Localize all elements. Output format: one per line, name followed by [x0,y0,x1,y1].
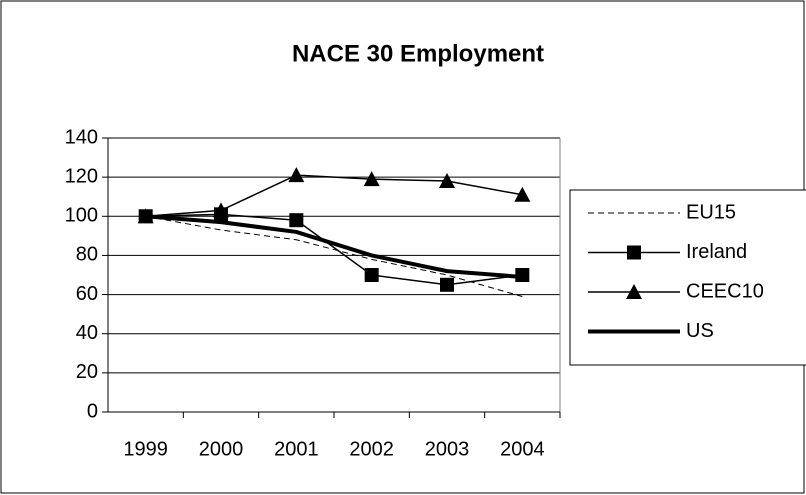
x-tick-label: 2003 [425,438,470,460]
y-tick-label: 100 [65,205,98,227]
y-tick-label: 20 [76,361,98,383]
y-tick-label: 40 [76,322,98,344]
x-tick-label: 2001 [274,438,319,460]
marker-triangle [137,208,154,224]
y-tick-label: 120 [65,165,98,187]
marker-triangle [288,167,305,183]
marker-square [627,245,641,260]
x-tick-label: 2004 [500,438,545,460]
legend-label: CEEC10 [686,280,764,302]
marker-triangle [439,173,455,189]
chart-title: NACE 30 Employment [292,40,544,67]
series-line [145,215,523,298]
marker-triangle [213,202,229,218]
series-line [145,213,523,286]
y-tick-label: 80 [76,244,98,266]
x-tick-label: 2000 [199,438,244,460]
legend-label: US [686,320,714,342]
y-tick-label: 60 [76,283,98,305]
x-tick-label: 2002 [349,438,394,460]
marker-square [364,268,379,282]
marker-triangle [363,171,380,187]
x-tick-label: 1999 [123,438,168,460]
y-tick-label: 0 [87,400,98,422]
marker-square [440,277,454,292]
marker-square [289,213,304,228]
series-line [145,174,523,218]
marker-triangle [626,284,642,299]
legend-label: EU15 [686,201,736,223]
series-line [145,214,523,279]
legend-box [569,189,806,366]
y-tick-label: 140 [65,126,98,148]
legend-label: Ireland [686,241,747,263]
marker-triangle [514,186,531,202]
